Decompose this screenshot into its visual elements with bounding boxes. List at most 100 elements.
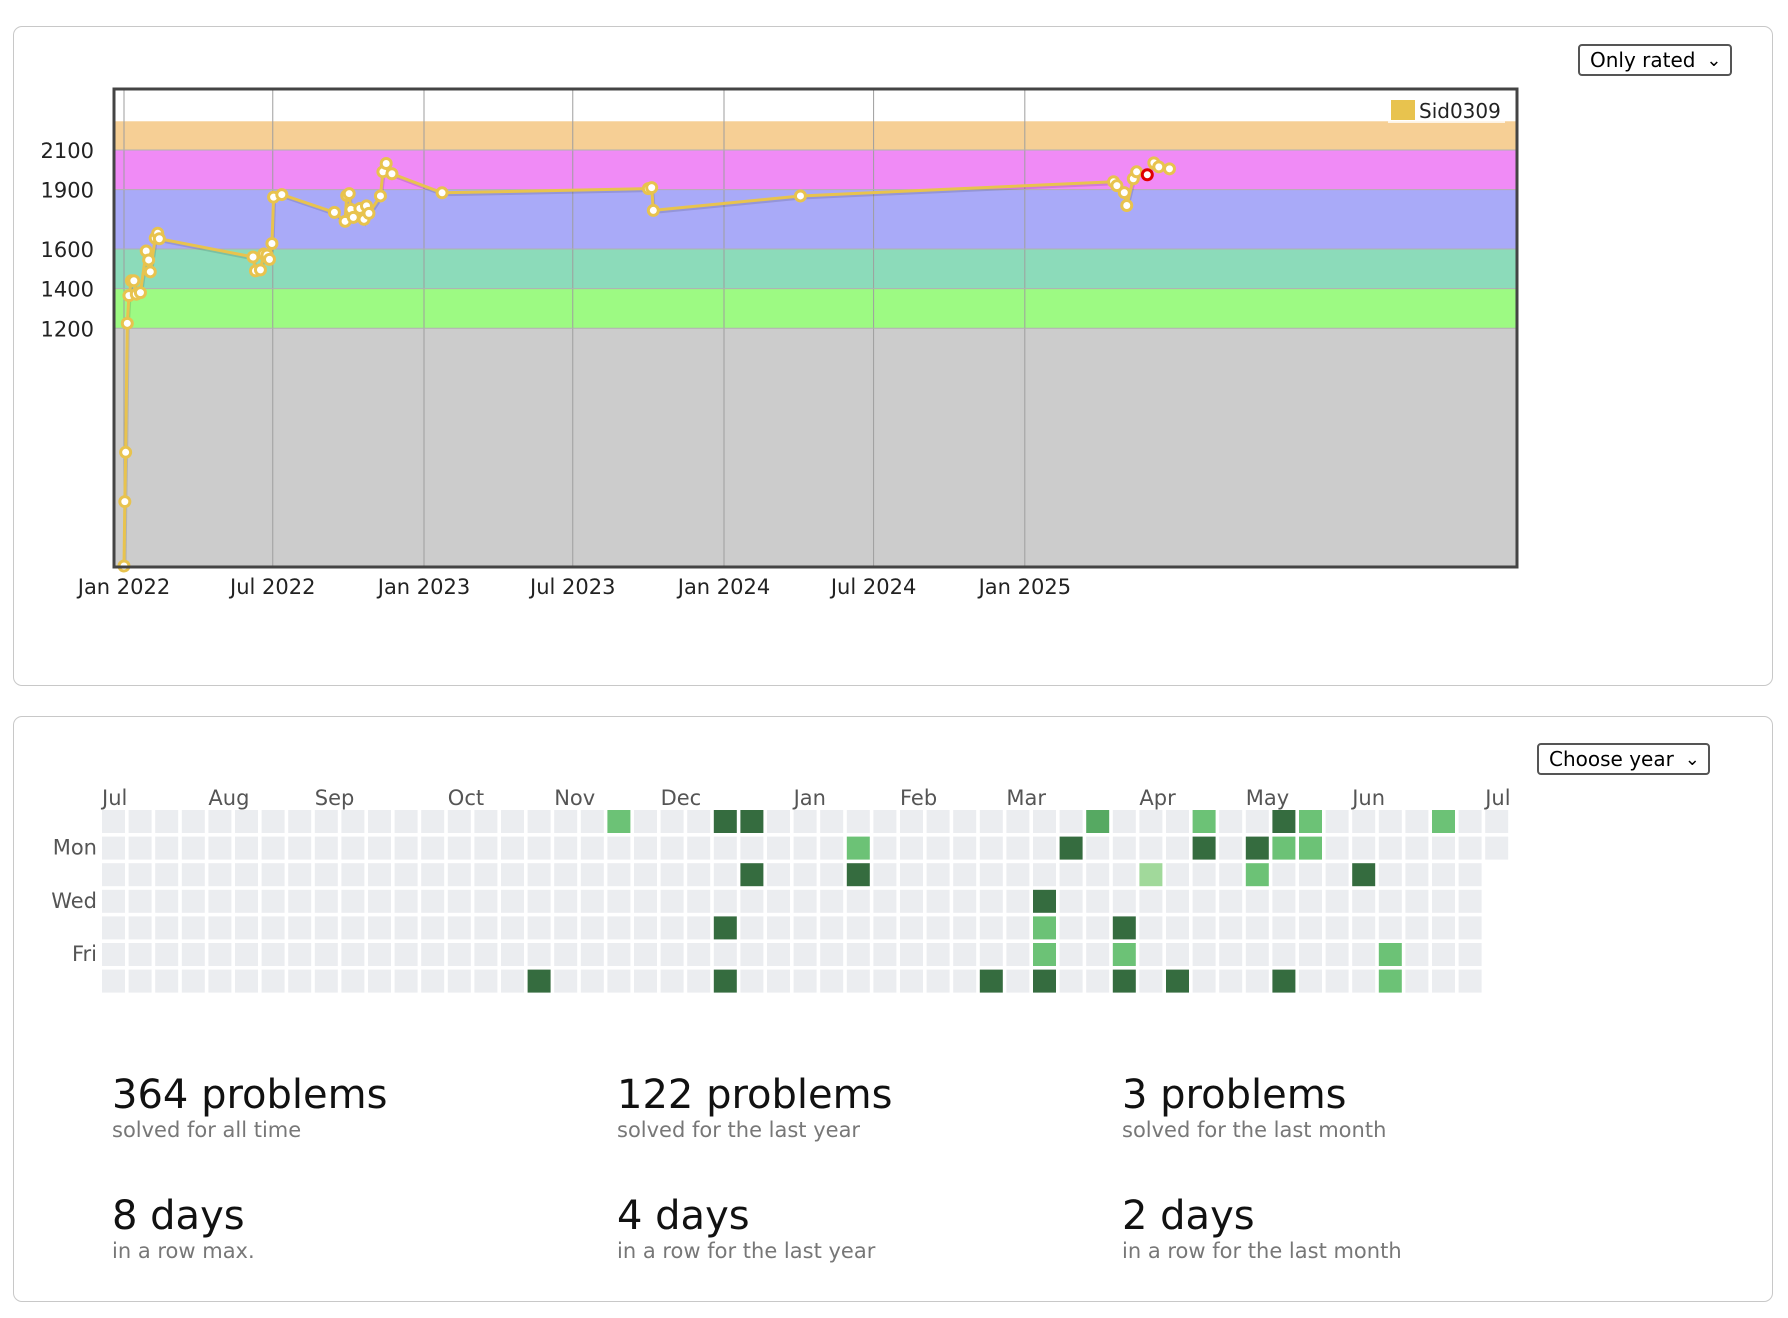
heatmap-cell <box>926 810 950 833</box>
heatmap-cell <box>128 943 152 966</box>
heatmap-cell <box>368 889 391 913</box>
activity-heatmap: Jul Aug Sep Oct Nov Dec Jan Feb Mar Apr May Jun Jul M… <box>51 786 1511 993</box>
heatmap-cell <box>740 889 764 913</box>
heatmap-cell <box>1006 836 1030 860</box>
heatmap-cell <box>102 916 125 940</box>
heatmap-cell <box>394 943 418 966</box>
data-point <box>143 265 157 279</box>
heatmap-cell <box>128 969 152 993</box>
heatmap-cell <box>1059 889 1083 913</box>
heatmap-cell <box>235 863 258 887</box>
heatmap-cell <box>607 889 631 913</box>
heatmap-cell <box>1299 810 1322 833</box>
heatmap-cell <box>1086 810 1110 833</box>
heatmap-cell <box>235 836 258 860</box>
heatmap-cell <box>1325 863 1349 887</box>
heatmap-cell <box>447 863 471 887</box>
heatmap-cell <box>1219 889 1243 913</box>
heatmap-cell <box>155 810 179 833</box>
heatmap-cell <box>793 943 817 966</box>
heatmap-cell <box>1219 810 1243 833</box>
heatmap-cell <box>102 969 125 993</box>
heatmap-cell <box>102 863 125 887</box>
heatmap-cell <box>394 836 418 860</box>
heatmap-cell <box>1352 863 1376 887</box>
heatmap-cell <box>687 943 711 966</box>
heatmap-cell <box>767 943 790 966</box>
heatmap-cell <box>1458 836 1482 860</box>
heatmap-cell <box>1405 836 1429 860</box>
x-tick-label: Jul 2022 <box>228 575 315 599</box>
heatmap-cell <box>1059 969 1083 993</box>
heatmap-cell <box>1432 863 1455 887</box>
heatmap-cell <box>660 969 684 993</box>
year-dropdown[interactable]: Choose year ⌄ <box>1537 743 1710 775</box>
heatmap-cell <box>979 969 1003 993</box>
data-point <box>262 252 276 266</box>
month-label: Dec <box>661 786 702 810</box>
heatmap-cell <box>288 916 312 940</box>
heatmap-cell <box>208 969 232 993</box>
heatmap-cell <box>1086 943 1110 966</box>
heatmap-cell <box>1219 916 1243 940</box>
heatmap-cell <box>527 836 551 860</box>
heatmap-cell <box>261 916 285 940</box>
heatmap-cell <box>873 836 897 860</box>
heatmap-cell <box>208 916 232 940</box>
heatmap-cell <box>580 889 604 913</box>
heatmap-cell <box>1033 889 1056 913</box>
heatmap-cell <box>554 916 578 940</box>
heatmap-cell <box>687 863 711 887</box>
heatmap-cell <box>1219 969 1243 993</box>
heatmap-cell <box>314 916 338 940</box>
heatmap-cell <box>900 943 923 966</box>
heatmap-cell <box>1458 943 1482 966</box>
heatmap-cell <box>421 836 445 860</box>
heatmap-cell <box>1325 916 1349 940</box>
heatmap-cell <box>474 943 498 966</box>
heatmap-cell <box>1405 810 1429 833</box>
x-tick-label: Jan 2025 <box>977 575 1072 599</box>
heatmap-cell <box>1272 969 1296 993</box>
heatmap-cell <box>1166 889 1189 913</box>
heatmap-cell <box>1485 836 1509 860</box>
heatmap-cell <box>926 943 950 966</box>
heatmap-cell <box>181 836 205 860</box>
heatmap-cell <box>527 916 551 940</box>
heatmap-cell <box>820 916 844 940</box>
heatmap-cell <box>128 889 152 913</box>
stat-streak-year: 4 days in a row for the last year <box>617 1194 875 1264</box>
heatmap-cell <box>1432 969 1455 993</box>
heatmap-cell <box>261 836 285 860</box>
rating-chart: Jan 2022 Jul 2022 Jan 2023 Jul 2023 Jan 2024… <box>41 87 1519 599</box>
heatmap-cell <box>713 889 737 913</box>
rating-band <box>114 288 1517 329</box>
heatmap-cell <box>1325 943 1349 966</box>
heatmap-cell <box>713 916 737 940</box>
heatmap-cell <box>314 836 338 860</box>
heatmap-cell <box>1378 969 1402 993</box>
heatmap-cell <box>1166 836 1189 860</box>
heatmap-cell <box>634 916 657 940</box>
y-tick-label: 2100 <box>41 139 94 163</box>
heatmap-cell <box>527 943 551 966</box>
heatmap-cell <box>288 943 312 966</box>
heatmap-cell <box>1059 836 1083 860</box>
heatmap-cell <box>580 916 604 940</box>
heatmap-cell <box>767 836 790 860</box>
heatmap-cell <box>474 810 498 833</box>
heatmap-cell <box>873 863 897 887</box>
heatmap-cell <box>261 969 285 993</box>
heatmap-cell <box>1352 916 1376 940</box>
heatmap-cell <box>1139 916 1163 940</box>
weekday-label: Wed <box>51 889 97 913</box>
heatmap-cell <box>1432 889 1455 913</box>
rating-filter-dropdown[interactable]: Only rated ⌄ <box>1578 44 1732 76</box>
heatmap-cell <box>1006 943 1030 966</box>
heatmap-cell <box>580 836 604 860</box>
heatmap-cell <box>1352 836 1376 860</box>
heatmap-cell <box>261 889 285 913</box>
data-point <box>1120 198 1134 212</box>
heatmap-cell <box>926 836 950 860</box>
heatmap-cell <box>1006 863 1030 887</box>
